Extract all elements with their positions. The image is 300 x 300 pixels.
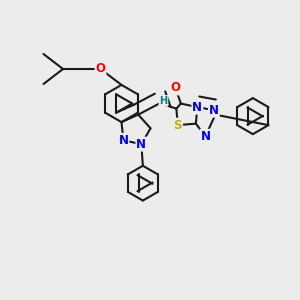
Text: S: S xyxy=(174,118,182,132)
Text: N: N xyxy=(209,103,219,117)
Text: N: N xyxy=(200,130,211,143)
Text: O: O xyxy=(170,81,181,94)
Text: H: H xyxy=(159,96,167,106)
Text: N: N xyxy=(192,100,203,114)
Text: O: O xyxy=(95,62,106,76)
Text: N: N xyxy=(118,134,128,147)
Text: N: N xyxy=(136,138,146,151)
